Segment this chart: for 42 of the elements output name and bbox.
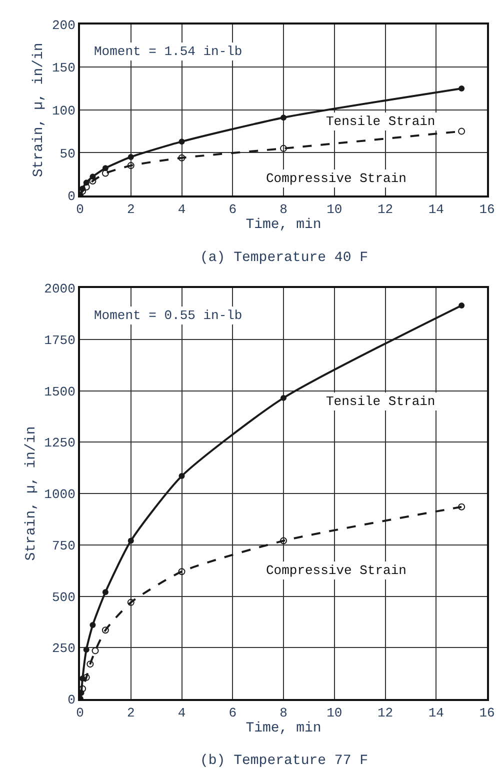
x-tick-label: 4 xyxy=(178,202,186,218)
y-tick-label: 200 xyxy=(52,18,76,33)
series-label: Compressive Strain xyxy=(266,563,406,578)
y-tick-label: 100 xyxy=(52,103,76,118)
y-tick-label: 150 xyxy=(52,60,76,76)
x-tick-label: 2 xyxy=(126,706,135,721)
x-tick-label: 10 xyxy=(326,706,342,721)
y-tick-label: 1750 xyxy=(44,332,76,348)
y-tick-label: 250 xyxy=(52,641,76,656)
x-tick-label: 6 xyxy=(228,202,237,218)
series-label: Tensile Strain xyxy=(326,114,436,129)
x-tick-label: 10 xyxy=(326,202,342,218)
annotation: Moment = 1.54 in-lb xyxy=(94,44,242,59)
x-tick-label: 12 xyxy=(377,706,394,721)
x-tick-label: 12 xyxy=(377,202,394,218)
y-tick-label: 0 xyxy=(68,189,76,204)
x-tick-label: 4 xyxy=(178,706,186,721)
x-tick-label: 2 xyxy=(126,202,135,218)
y-tick-label: 50 xyxy=(60,146,76,162)
y-tick-label: 1250 xyxy=(44,436,76,451)
y-axis-title: Strain, µ, in/in xyxy=(31,42,48,178)
x-tick-label: 14 xyxy=(428,706,444,721)
x-tick-label: 16 xyxy=(479,202,495,218)
series-label: Tensile Strain xyxy=(326,394,436,409)
x-tick-label: 14 xyxy=(428,202,444,218)
y-tick-label: 2000 xyxy=(44,282,76,297)
y-axis-title: Strain, µ, in/in xyxy=(23,426,40,561)
y-tick-label: 1000 xyxy=(44,487,76,502)
x-tick-label: 6 xyxy=(228,706,237,721)
y-tick-label: 500 xyxy=(52,590,76,605)
x-axis-title: Time, min xyxy=(246,217,322,234)
annotation: Moment = 0.55 in-lb xyxy=(94,308,242,323)
y-tick-label: 0 xyxy=(68,692,76,708)
y-tick-label: 1500 xyxy=(44,384,76,400)
text: (a) Temperature 40 F xyxy=(200,250,368,266)
text: (b) Temperature 77 F xyxy=(200,753,368,769)
series-label: Compressive Strain xyxy=(266,171,406,186)
x-tick-label: 8 xyxy=(280,706,288,721)
x-tick-label: 8 xyxy=(280,202,288,218)
x-axis-title: Time, min xyxy=(246,720,322,737)
x-tick-label: 16 xyxy=(479,706,495,721)
y-tick-label: 750 xyxy=(52,538,76,554)
